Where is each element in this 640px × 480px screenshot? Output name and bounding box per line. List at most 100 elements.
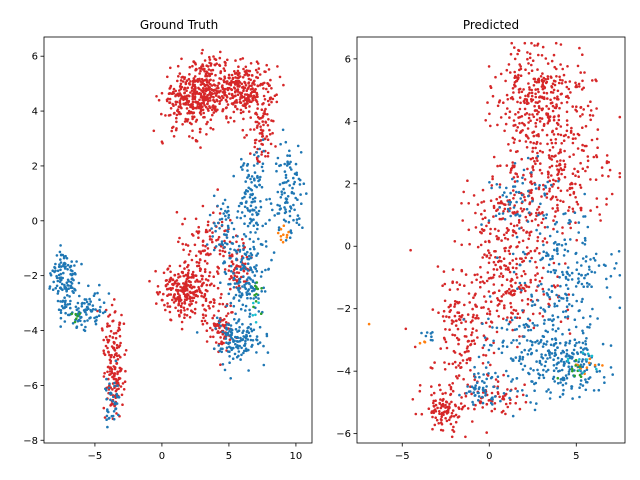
scatter-point-blue: [59, 300, 62, 303]
scatter-point-red: [186, 112, 189, 115]
scatter-point-red: [176, 79, 179, 83]
scatter-point-red: [106, 324, 110, 328]
scatter-point-red: [550, 174, 553, 177]
scatter-point-blue: [609, 274, 613, 278]
scatter-point-red: [180, 76, 183, 79]
scatter-point-blue: [251, 280, 255, 284]
scatter-point-blue: [529, 328, 533, 332]
scatter-point-red: [503, 207, 507, 211]
scatter-point-blue: [505, 328, 509, 331]
scatter-point-red: [166, 302, 169, 305]
scatter-point-red: [548, 179, 551, 183]
scatter-point-red: [182, 248, 185, 252]
scatter-point-blue: [94, 308, 97, 311]
scatter-point-red: [444, 391, 447, 395]
scatter-point-red: [194, 63, 197, 66]
scatter-point-red: [541, 217, 545, 221]
scatter-point-blue: [227, 292, 231, 296]
scatter-point-red: [517, 49, 521, 52]
scatter-point-red: [525, 253, 529, 256]
scatter-point-blue: [115, 402, 119, 405]
scatter-point-blue: [259, 275, 263, 278]
scatter-point-red: [219, 296, 222, 300]
scatter-point-red: [183, 120, 187, 123]
scatter-point-blue: [567, 278, 570, 282]
scatter-point-red: [268, 96, 272, 100]
scatter-point-red: [172, 87, 176, 91]
scatter-point-red: [596, 146, 599, 149]
scatter-point-red: [230, 88, 233, 91]
scatter-point-blue: [530, 171, 533, 174]
scatter-point-red: [223, 268, 227, 271]
scatter-point-red: [265, 87, 268, 91]
scatter-point-blue: [220, 223, 224, 227]
scatter-point-red: [102, 375, 106, 378]
scatter-point-red: [513, 289, 517, 293]
scatter-point-blue: [251, 192, 254, 196]
scatter-point-red: [596, 128, 600, 131]
scatter-point-red: [190, 110, 193, 114]
scatter-point-blue: [611, 373, 614, 376]
scatter-point-red: [480, 212, 483, 216]
scatter-point-red: [584, 169, 587, 173]
scatter-point-red: [595, 197, 599, 200]
y-tick-label: −6: [336, 429, 351, 440]
scatter-point-blue: [521, 181, 524, 185]
scatter-point-red: [546, 62, 550, 65]
scatter-point-red: [187, 94, 190, 97]
scatter-point-blue: [596, 317, 599, 320]
scatter-point-blue: [556, 356, 560, 360]
scatter-point-blue: [531, 300, 534, 303]
scatter-point-red: [118, 328, 121, 331]
scatter-point-red: [455, 375, 458, 378]
scatter-point-red: [541, 287, 545, 291]
scatter-point-red: [515, 79, 519, 83]
scatter-point-blue: [539, 306, 543, 310]
scatter-point-red: [507, 291, 511, 295]
scatter-point-blue: [488, 181, 491, 184]
scatter-point-red: [545, 80, 549, 84]
scatter-point-red: [184, 97, 187, 101]
scatter-point-red: [175, 285, 179, 288]
scatter-point-blue: [546, 368, 550, 372]
scatter-point-red: [567, 87, 571, 91]
scatter-point-red: [228, 338, 232, 342]
scatter-point-red: [214, 73, 217, 77]
scatter-point-blue: [565, 352, 569, 356]
scatter-point-red: [522, 229, 525, 232]
scatter-point-red: [540, 276, 544, 280]
scatter-point-red: [557, 168, 561, 172]
scatter-point-blue: [64, 254, 67, 258]
scatter-point-red: [442, 413, 445, 417]
scatter-point-red: [155, 291, 159, 294]
scatter-point-blue: [538, 373, 542, 377]
scatter-point-red: [528, 52, 532, 56]
scatter-point-red: [104, 344, 108, 348]
scatter-point-red: [541, 72, 544, 75]
scatter-point-red: [174, 299, 177, 303]
scatter-point-red: [521, 209, 524, 213]
scatter-point-red: [188, 304, 192, 307]
scatter-point-red: [209, 83, 212, 86]
scatter-point-red: [555, 103, 558, 106]
scatter-point-red: [492, 341, 495, 345]
scatter-point-red: [520, 90, 524, 94]
scatter-point-red: [103, 353, 107, 357]
scatter-point-red: [180, 320, 184, 324]
scatter-point-blue: [462, 318, 466, 321]
scatter-point-red: [507, 249, 511, 253]
scatter-point-red: [427, 407, 431, 411]
scatter-point-red: [270, 100, 273, 104]
scatter-point-red: [454, 413, 458, 417]
scatter-point-blue: [586, 225, 590, 229]
scatter-point-blue: [247, 369, 250, 372]
scatter-point-blue: [572, 348, 576, 352]
scatter-point-red: [168, 87, 171, 90]
scatter-point-red: [207, 109, 210, 112]
scatter-point-red: [194, 294, 198, 298]
scatter-point-red: [246, 74, 250, 77]
scatter-point-blue: [577, 360, 580, 364]
scatter-point-blue: [564, 374, 568, 377]
scatter-point-red: [240, 82, 244, 86]
scatter-point-blue: [568, 218, 571, 222]
